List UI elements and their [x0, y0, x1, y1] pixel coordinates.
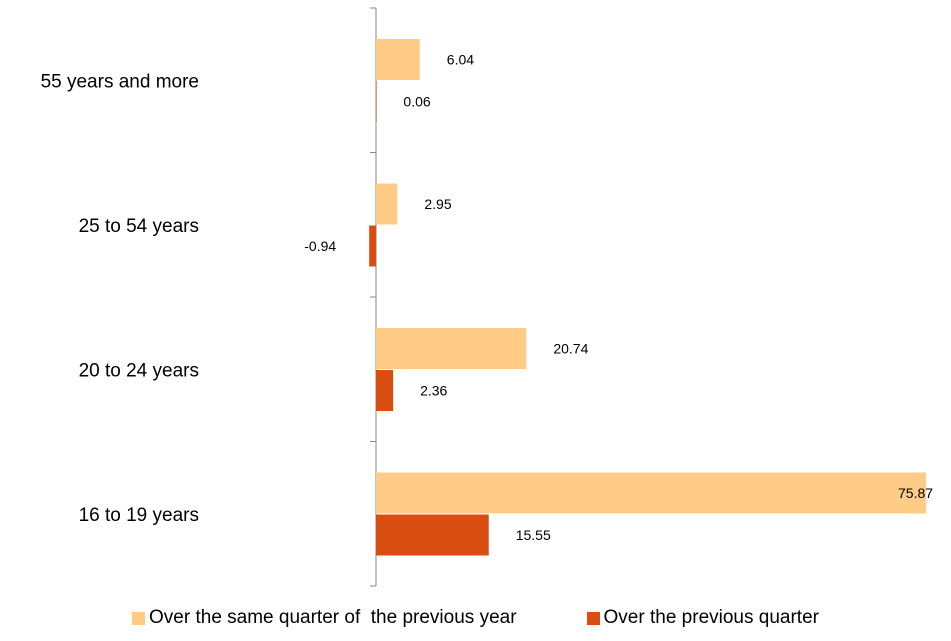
bar-over-the-previous-quarter-55-years-and-more — [376, 81, 377, 122]
legend: Over the same quarter of the previous ye… — [0, 603, 951, 633]
bar-over-the-same-quarter-of-the-previous-year-25-to-54-years — [376, 183, 398, 225]
category-label-55-years-and-more: 55 years and more — [41, 71, 199, 92]
data-label-over-the-previous-quarter-25-to-54-years: -0.94 — [304, 238, 336, 254]
data-label-over-the-same-quarter-of-the-previous-year-55-years-and-more: 6.04 — [447, 52, 474, 68]
category-label-25-to-54-years: 25 to 54 years — [79, 216, 199, 237]
data-label-over-the-previous-quarter-20-to-24-years: 2.36 — [420, 383, 447, 399]
bar-over-the-previous-quarter-25-to-54-years — [369, 225, 376, 267]
bar-over-the-same-quarter-of-the-previous-year-20-to-24-years — [376, 328, 527, 369]
legend-item-previous-quarter: Over the previous quarter — [586, 607, 819, 629]
data-label-over-the-previous-quarter-16-to-19-years: 15.55 — [516, 527, 551, 543]
legend-swatch-previous-quarter — [586, 611, 600, 625]
bar-over-the-same-quarter-of-the-previous-year-16-to-19-years — [376, 472, 926, 514]
category-label-16-to-19-years: 16 to 19 years — [79, 505, 199, 526]
data-label-over-the-same-quarter-of-the-previous-year-25-to-54-years: 2.95 — [424, 196, 451, 212]
legend-label-same-quarter-previous-year: Over the same quarter of the previous ye… — [149, 607, 517, 628]
bar-over-the-same-quarter-of-the-previous-year-55-years-and-more — [376, 39, 420, 80]
legend-item-same-quarter-previous-year: Over the same quarter of the previous ye… — [132, 607, 517, 629]
legend-label-previous-quarter: Over the previous quarter — [603, 607, 819, 628]
data-label-over-the-same-quarter-of-the-previous-year-20-to-24-years: 20.74 — [553, 341, 588, 357]
category-label-20-to-24-years: 20 to 24 years — [79, 360, 199, 381]
bar-over-the-previous-quarter-20-to-24-years — [376, 370, 394, 411]
data-label-over-the-previous-quarter-55-years-and-more: 0.06 — [403, 94, 430, 110]
legend-swatch-same-quarter-previous-year — [132, 611, 146, 625]
bar-over-the-previous-quarter-16-to-19-years — [376, 514, 489, 556]
data-label-over-the-same-quarter-of-the-previous-year-16-to-19-years: 75.87 — [898, 485, 933, 501]
